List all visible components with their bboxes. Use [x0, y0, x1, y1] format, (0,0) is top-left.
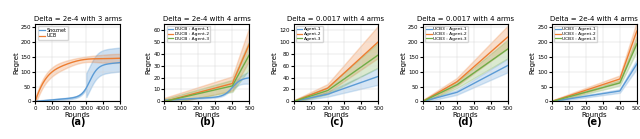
Text: (a): (a): [70, 117, 85, 127]
Text: (d): (d): [457, 117, 473, 127]
Title: Delta = 0.0017 with 4 arms: Delta = 0.0017 with 4 arms: [287, 16, 385, 22]
Y-axis label: Regret: Regret: [146, 51, 152, 74]
Legend: UCB3 : Agent-1, UCB3 : Agent-2, UCB3 : Agent-3: UCB3 : Agent-1, UCB3 : Agent-2, UCB3 : A…: [554, 26, 598, 42]
X-axis label: Rounds: Rounds: [65, 112, 90, 118]
Title: Delta = 0.0017 with 4 arms: Delta = 0.0017 with 4 arms: [417, 16, 514, 22]
Text: (c): (c): [328, 117, 344, 127]
Legend: Agent-1, Agent-2, Agent-3: Agent-1, Agent-2, Agent-3: [296, 26, 323, 42]
Y-axis label: Regret: Regret: [271, 51, 278, 74]
Legend: UCB3 : Agent-1, UCB3 : Agent-2, UCB3 : Agent-3: UCB3 : Agent-1, UCB3 : Agent-2, UCB3 : A…: [425, 26, 468, 42]
X-axis label: Rounds: Rounds: [194, 112, 220, 118]
Legend: DUCB : Agent-1, DUCB : Agent-2, DUCB : Agent-3: DUCB : Agent-1, DUCB : Agent-2, DUCB : A…: [166, 26, 211, 42]
X-axis label: Rounds: Rounds: [582, 112, 607, 118]
Y-axis label: Regret: Regret: [401, 51, 406, 74]
Text: (b): (b): [199, 117, 215, 127]
Title: Delta = 2e-4 with 4 arms: Delta = 2e-4 with 4 arms: [163, 16, 251, 22]
X-axis label: Rounds: Rounds: [452, 112, 478, 118]
Text: (e): (e): [586, 117, 602, 127]
Title: Delta = 2e-4 with 4 arms: Delta = 2e-4 with 4 arms: [550, 16, 638, 22]
X-axis label: Rounds: Rounds: [323, 112, 349, 118]
Title: Delta = 2e-4 with 3 arms: Delta = 2e-4 with 3 arms: [34, 16, 122, 22]
Legend: Snoznet, UCB: Snoznet, UCB: [38, 26, 68, 40]
Y-axis label: Regret: Regret: [530, 51, 536, 74]
Y-axis label: Regret: Regret: [13, 51, 19, 74]
